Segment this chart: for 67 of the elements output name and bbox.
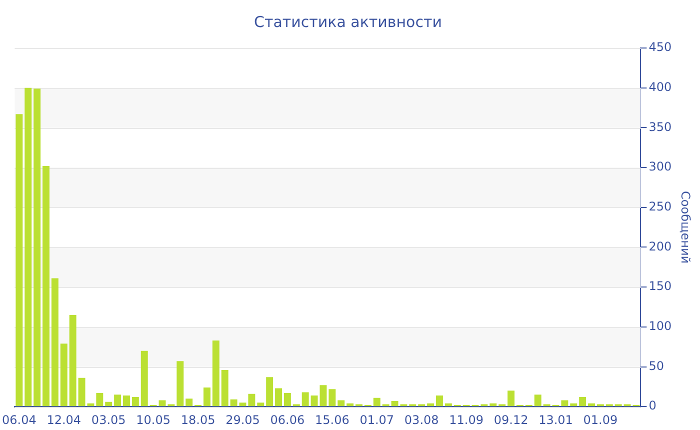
bar bbox=[490, 403, 497, 406]
bar bbox=[248, 394, 256, 406]
bar bbox=[176, 361, 184, 406]
bar bbox=[105, 402, 112, 406]
y-tick-label: 450 bbox=[648, 40, 672, 54]
y-tick-label: 300 bbox=[648, 160, 672, 174]
bar bbox=[588, 403, 595, 406]
bar bbox=[230, 399, 238, 406]
bar bbox=[257, 402, 264, 406]
bar bbox=[96, 393, 104, 406]
x-tick-label: 03.05 bbox=[91, 412, 126, 427]
bar bbox=[221, 370, 228, 406]
bar bbox=[561, 400, 568, 406]
y-tick-label: 250 bbox=[648, 200, 672, 214]
bar bbox=[346, 403, 354, 406]
x-tick-label: 01.09 bbox=[583, 412, 618, 427]
bar bbox=[534, 394, 542, 406]
x-tick-label: 06.04 bbox=[2, 412, 36, 427]
y-tick-label: 50 bbox=[648, 358, 664, 373]
y-tick-label: 350 bbox=[648, 120, 672, 134]
bar bbox=[275, 388, 282, 406]
bar bbox=[24, 88, 32, 406]
y-tick-label: 400 bbox=[648, 80, 672, 94]
bar bbox=[16, 114, 23, 406]
bar bbox=[212, 340, 220, 406]
bar bbox=[444, 403, 452, 406]
y-tick-label: 150 bbox=[648, 279, 672, 294]
x-tick-label: 13.01 bbox=[538, 412, 573, 427]
bar bbox=[373, 398, 380, 406]
bar bbox=[302, 392, 309, 406]
bar bbox=[570, 403, 578, 406]
x-tick-label: 10.05 bbox=[136, 412, 170, 427]
x-tick-label: 09.12 bbox=[494, 412, 528, 427]
x-tick-label: 03.08 bbox=[404, 412, 439, 427]
x-tick-label: 06.06 bbox=[270, 412, 305, 427]
y-tick-label: 0 bbox=[648, 398, 656, 413]
bar bbox=[338, 400, 345, 406]
bar bbox=[123, 395, 130, 406]
bar bbox=[114, 394, 122, 406]
y-tick-label: 100 bbox=[648, 319, 672, 334]
chart-title: Статистика активности bbox=[254, 12, 442, 31]
bar bbox=[132, 397, 139, 406]
bar bbox=[239, 402, 246, 406]
bar bbox=[186, 398, 193, 406]
bar bbox=[579, 397, 586, 406]
bar bbox=[266, 377, 274, 406]
bar bbox=[60, 344, 68, 406]
bar bbox=[427, 403, 434, 406]
bar bbox=[508, 390, 515, 406]
bar bbox=[203, 387, 210, 406]
bar bbox=[69, 314, 76, 406]
x-tick-label: 01.07 bbox=[360, 412, 394, 427]
x-tick-label: 18.05 bbox=[180, 412, 216, 427]
bar bbox=[328, 389, 336, 406]
bar bbox=[34, 88, 41, 406]
x-tick-label: 12.04 bbox=[46, 412, 82, 427]
y-axis-title: Сообщений bbox=[678, 191, 693, 264]
bar bbox=[284, 393, 291, 406]
x-tick-label: 11.09 bbox=[449, 412, 484, 427]
bar bbox=[140, 350, 148, 406]
x-tick-label: 29.05 bbox=[226, 412, 260, 427]
bar bbox=[436, 395, 443, 406]
x-tick-label: 15.06 bbox=[314, 412, 350, 427]
bar bbox=[42, 166, 50, 406]
y-tick-label: 200 bbox=[648, 239, 672, 254]
bar bbox=[158, 400, 166, 406]
bar bbox=[51, 278, 58, 406]
